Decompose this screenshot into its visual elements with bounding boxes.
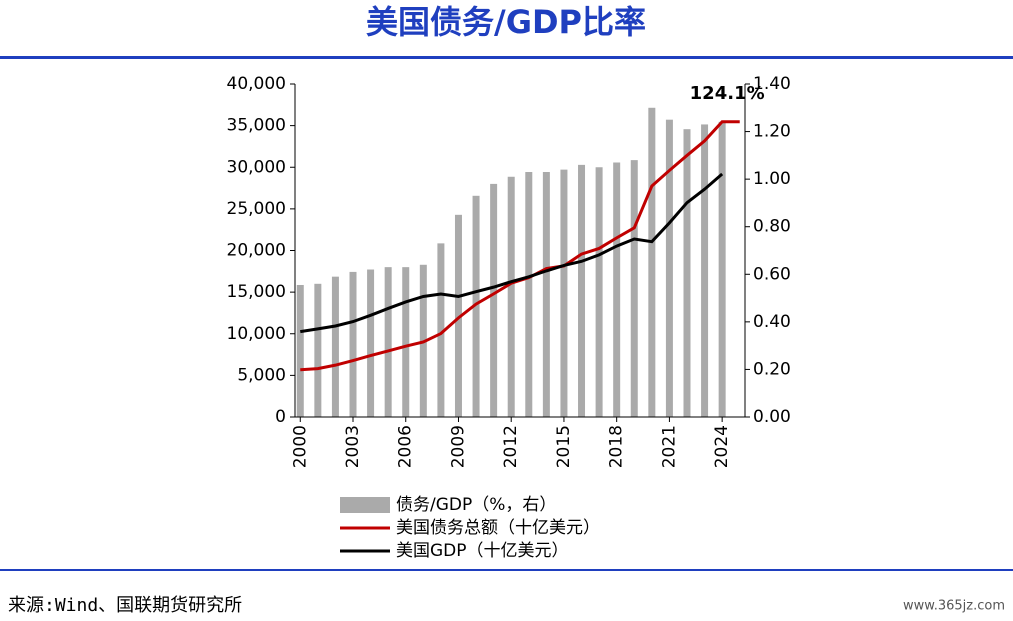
bar xyxy=(454,214,462,417)
y2-tick-label: 0.00 xyxy=(753,407,791,427)
bar xyxy=(402,267,410,417)
x-tick-label: 2003 xyxy=(343,425,363,468)
annotation: 124.1% xyxy=(690,83,765,104)
y2-tick-label: 1.40 xyxy=(753,74,791,94)
bar xyxy=(701,124,709,417)
y2-tick-label: 1.00 xyxy=(753,169,791,189)
x-tick-label: 2021 xyxy=(659,425,679,468)
bar xyxy=(648,107,656,418)
legend-swatch xyxy=(340,497,390,513)
x-tick-label: 2018 xyxy=(607,425,627,468)
y2-tick-label: 0.40 xyxy=(753,312,791,332)
y-tick-label: 0 xyxy=(275,407,286,427)
y2-tick-label: 0.60 xyxy=(753,264,791,284)
bar xyxy=(595,167,603,417)
header-rule xyxy=(0,56,1013,59)
bar xyxy=(507,176,515,417)
y2-tick-label: 1.20 xyxy=(753,122,791,142)
bar xyxy=(630,160,638,417)
legend-label: 美国GDP（十亿美元） xyxy=(396,541,569,561)
y-tick-label: 10,000 xyxy=(227,324,286,344)
x-tick-label: 2015 xyxy=(554,425,574,468)
bar xyxy=(542,172,550,417)
y2-tick-label: 0.80 xyxy=(753,217,791,237)
y-tick-label: 30,000 xyxy=(227,157,286,177)
y2-tick-label: 0.20 xyxy=(753,359,791,379)
bar xyxy=(331,276,339,417)
bar xyxy=(683,129,691,417)
bar xyxy=(665,119,673,417)
footer-rule xyxy=(0,569,1013,571)
legend-label: 债务/GDP（%，右） xyxy=(396,495,556,515)
watermark: www.365jz.com xyxy=(903,599,1005,614)
y-tick-label: 20,000 xyxy=(227,241,286,261)
bar xyxy=(384,267,392,417)
bar xyxy=(437,243,445,417)
bar xyxy=(525,172,533,417)
y-tick-label: 40,000 xyxy=(227,74,286,94)
y-tick-label: 15,000 xyxy=(227,282,286,302)
line xyxy=(300,120,740,372)
bar xyxy=(349,271,357,417)
x-tick-label: 2012 xyxy=(501,425,521,468)
x-tick-label: 2009 xyxy=(448,425,468,468)
y-tick-label: 35,000 xyxy=(227,116,286,136)
chart-title: 美国债务/GDP比率 xyxy=(366,3,646,41)
y-tick-label: 25,000 xyxy=(227,199,286,219)
x-tick-label: 2024 xyxy=(712,425,732,468)
x-tick-label: 2006 xyxy=(396,425,416,468)
legend-label: 美国债务总额（十亿美元） xyxy=(396,518,600,538)
bar xyxy=(718,121,726,418)
bar xyxy=(613,162,621,417)
bar xyxy=(296,284,304,417)
bar xyxy=(578,164,586,417)
y-tick-label: 5,000 xyxy=(237,365,286,385)
x-tick-label: 2000 xyxy=(290,425,310,468)
bar xyxy=(490,183,498,417)
bar xyxy=(560,169,568,417)
line xyxy=(300,172,724,334)
bar xyxy=(314,283,322,417)
bar xyxy=(472,195,480,417)
bar xyxy=(367,269,375,417)
source: 来源:Wind、国联期货研究所 xyxy=(8,595,242,616)
